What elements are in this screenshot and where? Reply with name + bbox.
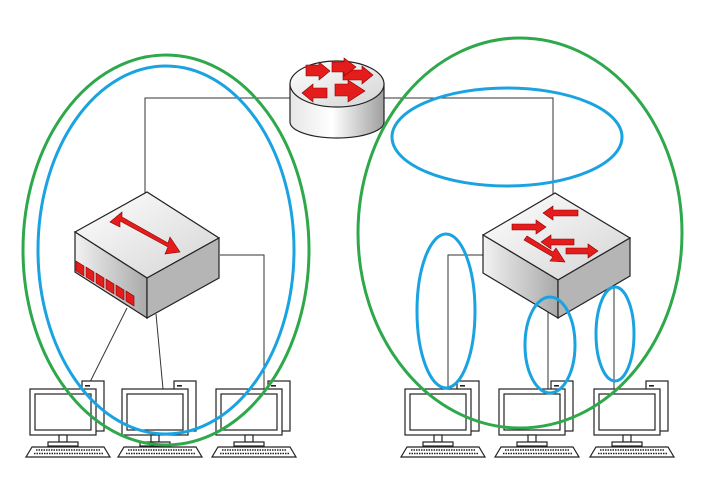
link-hub-pc-left-1: [89, 307, 128, 383]
link-switch-pc-right-1: [447, 254, 497, 389]
switch-icon: [481, 192, 632, 320]
desktop-computer-icon: [589, 380, 675, 458]
hub-icon: [73, 191, 221, 320]
broadcast-domain-left: [21, 53, 311, 447]
collision-domain-pc-right-3: [594, 285, 636, 383]
link-hub-pc-left-2: [155, 313, 164, 390]
router-icon: [289, 57, 385, 139]
link-router-hub: [144, 97, 295, 200]
collision-domain-left: [36, 64, 296, 436]
desktop-computer-icon: [211, 380, 297, 458]
broadcast-domain-right: [356, 36, 684, 430]
collision-domain-pc-right-2: [523, 295, 577, 395]
link-hub-pc-left-3: [220, 254, 265, 389]
collision-domain-router-switch: [390, 86, 624, 188]
collision-domain-pc-right-1: [415, 232, 477, 390]
